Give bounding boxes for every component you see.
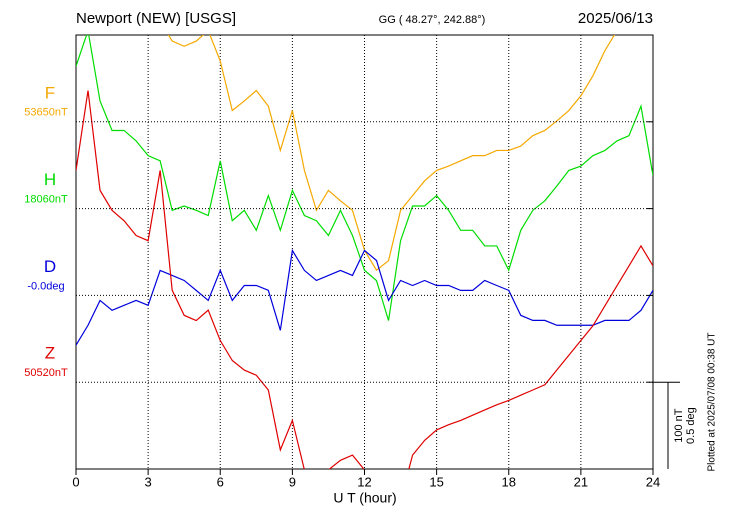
series-name: F bbox=[45, 83, 55, 102]
series-name: Z bbox=[45, 344, 55, 363]
x-tick-label: 24 bbox=[646, 474, 660, 489]
series-line bbox=[167, 35, 616, 272]
x-tick-label: 21 bbox=[574, 474, 588, 489]
series-line bbox=[76, 35, 653, 321]
chart-date: 2025/06/13 bbox=[578, 10, 653, 27]
chart-title: Newport (NEW) [USGS] bbox=[76, 10, 236, 27]
x-tick-label: 18 bbox=[502, 474, 516, 489]
x-tick-label: 9 bbox=[289, 474, 296, 489]
series-line bbox=[76, 90, 653, 469]
x-tick-label: 3 bbox=[145, 474, 152, 489]
series-line bbox=[76, 248, 653, 346]
scale-bar-label: 100 nT bbox=[673, 408, 685, 443]
x-tick-label: 12 bbox=[357, 474, 371, 489]
chart-subtitle: GG ( 48.27°, 242.88°) bbox=[379, 14, 486, 26]
plot-area bbox=[76, 35, 653, 469]
x-tick-label: 6 bbox=[217, 474, 224, 489]
x-tick-label: 15 bbox=[429, 474, 443, 489]
footnote: Plotted at 2025/07/08 00:38 UT bbox=[707, 333, 718, 472]
baseline-label: 18060nT bbox=[24, 194, 68, 206]
x-axis-label: U T (hour) bbox=[333, 490, 396, 506]
baseline-label: 53650nT bbox=[24, 107, 68, 119]
baseline-label: 50520nT bbox=[24, 367, 68, 379]
series-name: D bbox=[44, 257, 56, 276]
baseline-label: -0.0deg bbox=[27, 280, 64, 292]
series-name: H bbox=[44, 170, 56, 189]
x-tick-label: 0 bbox=[72, 474, 79, 489]
scale-bar-label: 0.5 deg bbox=[685, 407, 697, 444]
